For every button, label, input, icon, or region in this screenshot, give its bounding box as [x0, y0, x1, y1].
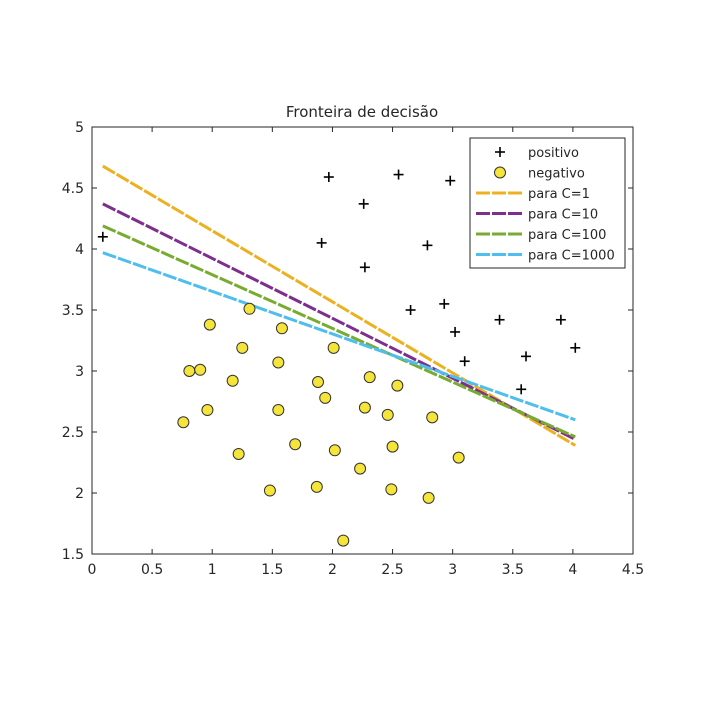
negative-point: [312, 375, 325, 388]
negative-point: [201, 404, 214, 417]
x-tick-label: 3: [448, 562, 457, 578]
positive-point: [393, 169, 404, 180]
negative-point: [422, 491, 435, 504]
y-tick-label: 4.5: [62, 181, 84, 197]
positive-point: [459, 356, 470, 367]
positive-point: [555, 314, 566, 325]
legend-entry-label: para C=10: [528, 208, 598, 223]
negative-point: [319, 391, 332, 404]
legend-box: [469, 137, 626, 269]
negative-point: [236, 341, 249, 354]
y-tick-label: 2.5: [62, 425, 84, 441]
legend-entry-label: positivo: [528, 146, 579, 161]
y-tick-label: 3: [75, 364, 84, 380]
negative-point: [391, 379, 404, 392]
negative-point: [183, 365, 196, 377]
x-tick-label: 1.5: [261, 562, 283, 578]
negative-point: [232, 447, 245, 460]
negative-point: [452, 451, 465, 464]
legend-swatch-plus: [495, 147, 505, 157]
positive-point: [516, 384, 527, 395]
legend-entry-label: para C=100: [528, 228, 606, 243]
boundary-line-para-c-100: [102, 224, 576, 439]
negative-point: [385, 483, 398, 496]
negative-point: [337, 534, 350, 547]
negative-point: [381, 408, 394, 421]
chart-title: Fronteira de decisão: [286, 103, 438, 121]
negative-point: [358, 401, 371, 414]
negative-point: [272, 356, 285, 369]
y-tick-label: 4: [75, 242, 84, 258]
y-tick-label: 2: [75, 486, 84, 502]
negative-point: [363, 371, 376, 384]
positive-point: [450, 326, 461, 337]
negative-point: [177, 416, 190, 429]
positive-point: [445, 175, 456, 186]
positive-point: [521, 351, 532, 362]
negative-point: [289, 438, 302, 451]
legend-entry-label: negativo: [528, 167, 585, 182]
positive-point: [358, 198, 369, 209]
negative-point: [275, 322, 288, 335]
boundary-line-para-c-10: [102, 202, 576, 441]
plot-area-frame: [91, 126, 634, 555]
x-tick-label: 0.5: [141, 562, 163, 578]
x-tick-label: 2.5: [381, 562, 403, 578]
positive-point: [570, 342, 581, 353]
negative-point: [272, 404, 285, 417]
negative-point: [194, 363, 207, 376]
negative-point: [203, 318, 216, 331]
positive-point: [97, 231, 108, 242]
positive-point: [359, 262, 370, 273]
x-tick-label: 4.5: [622, 562, 644, 578]
x-tick-label: 3.5: [502, 562, 524, 578]
negative-point: [426, 411, 439, 424]
positive-point: [494, 314, 505, 325]
y-tick-label: 1.5: [62, 547, 84, 563]
x-tick-label: 0: [88, 562, 97, 578]
negative-point: [354, 462, 367, 475]
positive-point: [439, 298, 450, 309]
legend-entry-label: para C=1: [528, 187, 590, 202]
x-tick-label: 4: [568, 562, 577, 578]
positive-point: [316, 237, 327, 248]
negative-point: [328, 444, 341, 457]
legend-swatch-circle: [494, 166, 506, 179]
positive-point: [323, 172, 334, 183]
positive-point: [422, 240, 433, 251]
negative-point: [263, 484, 276, 497]
negative-point: [310, 480, 323, 493]
negative-point: [243, 302, 256, 315]
negative-point: [386, 440, 399, 453]
negative-point: [327, 341, 340, 354]
legend-entry-label: para C=1000: [528, 249, 615, 264]
negative-point: [226, 374, 239, 387]
boundary-line-para-c-1000: [102, 251, 576, 422]
y-tick-label: 5: [75, 120, 84, 136]
y-tick-label: 3.5: [62, 303, 84, 319]
x-tick-label: 2: [328, 562, 337, 578]
positive-point: [405, 305, 416, 315]
x-tick-label: 1: [208, 562, 217, 578]
